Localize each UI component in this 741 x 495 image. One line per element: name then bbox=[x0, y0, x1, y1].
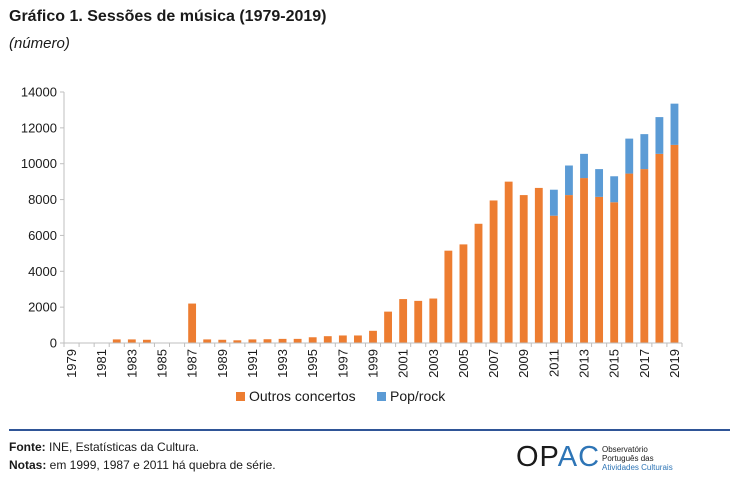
chart-subtitle: (número) bbox=[9, 35, 70, 52]
x-tick-label-1991: 1991 bbox=[245, 349, 260, 378]
bar-outros-2009 bbox=[519, 195, 528, 343]
x-tick-label-1997: 1997 bbox=[335, 349, 350, 378]
bar-pop-2015 bbox=[610, 176, 619, 203]
logo-wordmark: OPAC bbox=[516, 440, 600, 474]
x-tick-label-1983: 1983 bbox=[124, 349, 139, 378]
logo-letters-ac: AC bbox=[557, 441, 601, 473]
bar-outros-1987 bbox=[188, 303, 197, 343]
bar-outros-2008 bbox=[504, 181, 513, 343]
bar-outros-2011 bbox=[549, 215, 558, 343]
bar-outros-2004 bbox=[444, 250, 453, 343]
bar-pop-2016 bbox=[625, 138, 634, 174]
x-tick-label-2003: 2003 bbox=[426, 349, 441, 378]
logo-tagline: Observatório Português das Atividades Cu… bbox=[602, 445, 673, 472]
x-tick-label-1981: 1981 bbox=[94, 349, 109, 378]
notes-label: Notas: bbox=[9, 458, 47, 472]
notes-text: em 1999, 1987 e 2011 há quebra de série. bbox=[46, 458, 276, 472]
y-tick-label: 4000 bbox=[28, 264, 57, 279]
bar-outros-1989 bbox=[218, 339, 227, 343]
bar-outros-2015 bbox=[610, 202, 619, 343]
legend-swatch-outros bbox=[236, 392, 245, 401]
bar-outros-2018 bbox=[655, 153, 664, 343]
x-tick-label-2009: 2009 bbox=[516, 349, 531, 378]
bar-pop-2018 bbox=[655, 117, 664, 154]
chart-title: Gráfico 1. Sessões de música (1979-2019) bbox=[9, 8, 327, 25]
y-tick-label: 14000 bbox=[21, 85, 57, 100]
x-tick-label-2019: 2019 bbox=[667, 349, 682, 378]
y-tick-label: 12000 bbox=[21, 120, 57, 135]
bar-outros-2012 bbox=[565, 195, 573, 343]
bar-outros-2000 bbox=[384, 311, 392, 343]
x-tick-label-1987: 1987 bbox=[185, 349, 200, 378]
x-tick-label-2013: 2013 bbox=[577, 349, 592, 378]
x-tick-label-1979: 1979 bbox=[64, 349, 79, 378]
notes-note: Notas: em 1999, 1987 e 2011 há quebra de… bbox=[9, 458, 276, 472]
bar-outros-1991 bbox=[248, 339, 257, 343]
logo-line-3: Atividades Culturais bbox=[602, 463, 673, 472]
source-note: Fonte: INE, Estatísticas da Cultura. bbox=[9, 440, 199, 454]
y-tick-label: 8000 bbox=[28, 192, 57, 207]
bar-pop-2017 bbox=[640, 134, 649, 170]
source-text: INE, Estatísticas da Cultura. bbox=[45, 440, 200, 454]
y-tick-label: 2000 bbox=[28, 300, 57, 315]
y-tick-label: 10000 bbox=[21, 156, 57, 171]
bar-outros-2003 bbox=[429, 298, 438, 343]
bar-outros-1988 bbox=[203, 339, 212, 343]
legend-swatch-pop bbox=[377, 392, 386, 401]
bar-pop-2014 bbox=[595, 169, 604, 197]
source-label: Fonte: bbox=[9, 440, 46, 454]
y-tick-label: 0 bbox=[50, 336, 57, 351]
bar-outros-2006 bbox=[474, 223, 483, 343]
bar-outros-2014 bbox=[595, 196, 604, 343]
bar-chart: 0 2000 4000 6000 8000 10000 12000 14000 1979 1981… bbox=[21, 85, 683, 404]
x-tick-label-1985: 1985 bbox=[154, 349, 169, 378]
bar-outros-2010 bbox=[534, 187, 543, 343]
x-tick-label-2015: 2015 bbox=[607, 349, 622, 378]
bar-outros-2013 bbox=[580, 178, 588, 343]
bar-pop-2013 bbox=[580, 153, 588, 179]
x-tick-label-1989: 1989 bbox=[215, 349, 230, 378]
bar-pop-2019 bbox=[670, 103, 679, 145]
bar-outros-1990 bbox=[233, 340, 242, 343]
logo-letters-op: OP bbox=[516, 441, 558, 473]
x-tick-label-2001: 2001 bbox=[396, 349, 411, 378]
bar-outros-1984 bbox=[142, 339, 151, 343]
x-tick-label-1999: 1999 bbox=[366, 349, 381, 378]
y-tick-label: 6000 bbox=[28, 228, 57, 243]
legend-label-outros: Outros concertos bbox=[249, 388, 356, 404]
x-tick-label-2005: 2005 bbox=[456, 349, 471, 378]
x-tick-label-1995: 1995 bbox=[305, 349, 320, 378]
bar-outros-2001 bbox=[399, 299, 408, 343]
bar-outros-2005 bbox=[459, 244, 468, 343]
bar-outros-1982 bbox=[112, 339, 121, 343]
bar-outros-2002 bbox=[414, 300, 423, 343]
bar-pop-2011 bbox=[549, 189, 558, 216]
x-tick-label-2011: 2011 bbox=[546, 349, 561, 377]
legend-label-pop: Pop/rock bbox=[390, 388, 446, 404]
x-tick-label-2017: 2017 bbox=[637, 349, 652, 378]
logo-line-1: Observatório bbox=[602, 445, 648, 454]
bar-outros-2017 bbox=[640, 169, 649, 343]
bar-pop-2012 bbox=[565, 165, 573, 196]
x-tick-label-1993: 1993 bbox=[275, 349, 290, 378]
bar-outros-2019 bbox=[670, 144, 679, 343]
bar-outros-1998 bbox=[354, 335, 362, 343]
logo-line-2: Português das bbox=[602, 454, 654, 463]
bar-outros-1992 bbox=[263, 339, 272, 343]
footer-divider bbox=[9, 429, 730, 431]
bar-outros-1997 bbox=[338, 335, 347, 343]
bar-outros-1993 bbox=[278, 338, 287, 343]
bar-outros-1996 bbox=[323, 336, 332, 343]
bar-outros-1994 bbox=[293, 338, 302, 343]
x-tick-label-2007: 2007 bbox=[486, 349, 501, 378]
bar-outros-2016 bbox=[625, 173, 634, 343]
bar-outros-2007 bbox=[489, 200, 498, 343]
bar-outros-1995 bbox=[308, 337, 317, 343]
bar-outros-1983 bbox=[127, 339, 136, 343]
bar-outros-1999 bbox=[369, 330, 377, 343]
